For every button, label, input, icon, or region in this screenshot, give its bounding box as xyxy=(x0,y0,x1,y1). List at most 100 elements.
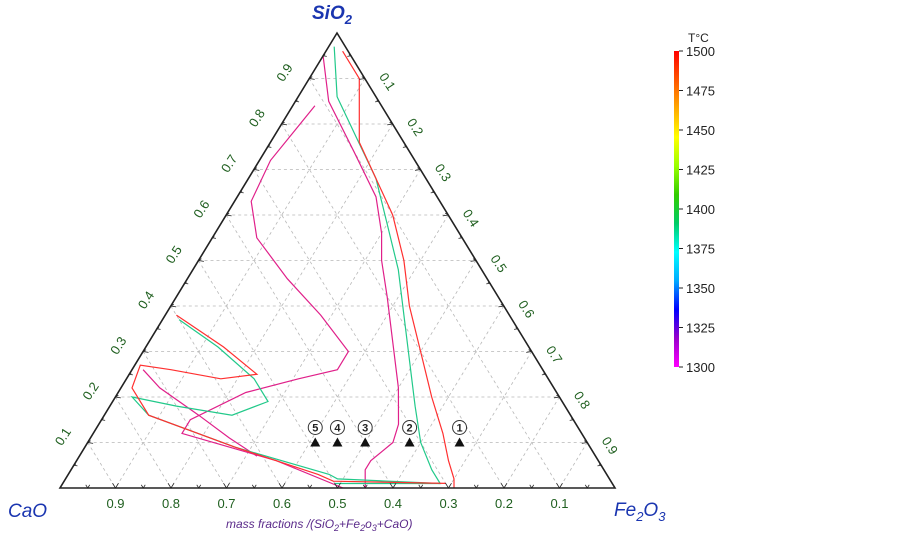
colorbar-tick-label: 1325 xyxy=(686,321,715,336)
corner-label-sio2: SiO2 xyxy=(312,3,353,27)
sample-number: 4 xyxy=(334,423,341,435)
sample-triangle xyxy=(360,437,371,447)
axis-title: mass fractions /(SiO2+Fe2o3+CaO) xyxy=(226,517,412,533)
colorbar-tick-label: 1400 xyxy=(686,202,715,217)
tick-mark-right xyxy=(541,372,547,376)
tick-mark-right xyxy=(430,190,436,194)
tick-label-left: 0.9 xyxy=(273,61,295,84)
grid-line-fe2o3 xyxy=(448,351,532,489)
tick-label-bottom: 0.6 xyxy=(273,496,291,511)
tick-mark-left xyxy=(72,463,78,467)
tick-mark-right xyxy=(359,76,366,80)
sample-number: 1 xyxy=(456,423,462,435)
grid-line-fe2o3 xyxy=(170,123,393,489)
isotherm-1300 xyxy=(142,369,258,457)
sample-markers: 1 2 3 4 5 xyxy=(307,420,468,447)
sample-triangle xyxy=(404,437,415,447)
sample-number: 3 xyxy=(362,423,368,435)
grid-line-fe2o3 xyxy=(226,169,421,489)
isotherm-curves xyxy=(130,46,455,489)
sample-circle xyxy=(357,420,373,435)
tick-label-left: 0.8 xyxy=(246,106,268,129)
tick-mark-left xyxy=(252,167,260,171)
tick-mark-right xyxy=(402,145,408,148)
sample-circle xyxy=(307,420,323,435)
tick-mark-left xyxy=(266,145,272,148)
tick-mark-right xyxy=(375,99,380,103)
tick-mark-bottom xyxy=(278,482,286,489)
isotherm-1400 xyxy=(333,46,442,485)
tick-mark-right xyxy=(526,349,533,353)
grid-line-cao xyxy=(253,169,449,489)
tick-mark-right xyxy=(581,440,589,444)
tick-mark-left xyxy=(128,372,133,376)
sample-number: 5 xyxy=(312,423,318,435)
sample-number: 2 xyxy=(407,423,413,435)
tick-label-bottom: 0.5 xyxy=(328,496,346,511)
tick-label-right: 0.8 xyxy=(571,388,593,411)
colorbar-ticks: 1500 1475 1450 1425 1400 1375 1350 1325 1300 xyxy=(679,44,715,375)
colorbar-tick-label: 1300 xyxy=(686,360,715,375)
tick-mark-bottom xyxy=(584,484,590,489)
tick-label-left: 0.5 xyxy=(162,243,184,266)
tick-mark-left xyxy=(141,349,149,353)
tick-mark-left xyxy=(114,394,121,399)
tick-label-bottom: 0.4 xyxy=(384,496,402,511)
tick-mark-left xyxy=(294,99,300,103)
tick-label-left: 0.3 xyxy=(107,334,129,357)
sample-circle xyxy=(402,420,418,435)
sample-point-1: 1 xyxy=(452,420,468,447)
tick-mark-left xyxy=(308,76,315,80)
tick-mark-bottom xyxy=(473,484,479,489)
tick-label-left: 0.4 xyxy=(135,288,157,311)
sample-circle xyxy=(329,420,345,435)
grid-line-fe2o3 xyxy=(559,442,588,489)
sample-triangle xyxy=(454,437,465,447)
temperature-colorbar: T°C 1500 1475 1450 1425 1400 1375 1350 1325 1300 xyxy=(674,31,715,375)
tick-label-bottom: 0.1 xyxy=(550,496,568,511)
tick-mark-bottom xyxy=(389,482,397,489)
tick-mark-bottom xyxy=(223,482,230,489)
tick-label-right: 0.2 xyxy=(404,115,426,138)
tick-mark-bottom xyxy=(140,484,146,489)
sample-point-4: 4 xyxy=(329,420,345,447)
grid-line-fe2o3 xyxy=(337,260,477,489)
sample-triangle xyxy=(310,437,321,447)
isotherm-1500 xyxy=(342,50,455,488)
grid-lines xyxy=(87,78,588,489)
tick-mark-left xyxy=(322,54,327,57)
tick-mark-left xyxy=(280,121,288,126)
grid-line-fe2o3 xyxy=(281,214,449,489)
tick-label-left: 0.7 xyxy=(218,152,240,175)
tick-mark-left xyxy=(197,258,204,262)
tick-label-bottom: 0.8 xyxy=(162,496,180,511)
isotherm-1300 xyxy=(181,105,350,489)
tick-label-right: 0.3 xyxy=(432,161,454,184)
tick-mark-bottom xyxy=(251,484,257,489)
colorbar-tick-label: 1425 xyxy=(686,163,715,178)
tick-label-left: 0.2 xyxy=(79,379,101,402)
tick-mark-right xyxy=(569,418,575,421)
tick-label-bottom: 0.9 xyxy=(106,496,124,511)
colorbar-tick-label: 1500 xyxy=(686,44,715,59)
tick-mark-left xyxy=(155,327,161,330)
tick-mark-right xyxy=(470,258,478,262)
tick-mark-right xyxy=(387,121,394,126)
tick-mark-bottom xyxy=(445,482,452,489)
tick-label-right: 0.9 xyxy=(599,434,621,457)
sample-point-3: 3 xyxy=(357,420,373,447)
isotherm-1300 xyxy=(322,55,400,489)
tick-label-right: 0.4 xyxy=(460,206,482,229)
tick-label-right: 0.5 xyxy=(487,252,509,275)
tick-mark-left xyxy=(183,281,189,285)
tick-mark-left xyxy=(86,440,94,444)
sample-point-2: 2 xyxy=(402,420,418,447)
tick-mark-right xyxy=(514,327,519,330)
colorbar-tick-label: 1450 xyxy=(686,123,715,138)
sample-circle xyxy=(452,420,468,435)
tick-mark-right xyxy=(597,463,603,467)
tick-label-right: 0.6 xyxy=(515,297,537,320)
tick-mark-left xyxy=(169,303,177,308)
tick-mark-bottom xyxy=(500,482,508,489)
